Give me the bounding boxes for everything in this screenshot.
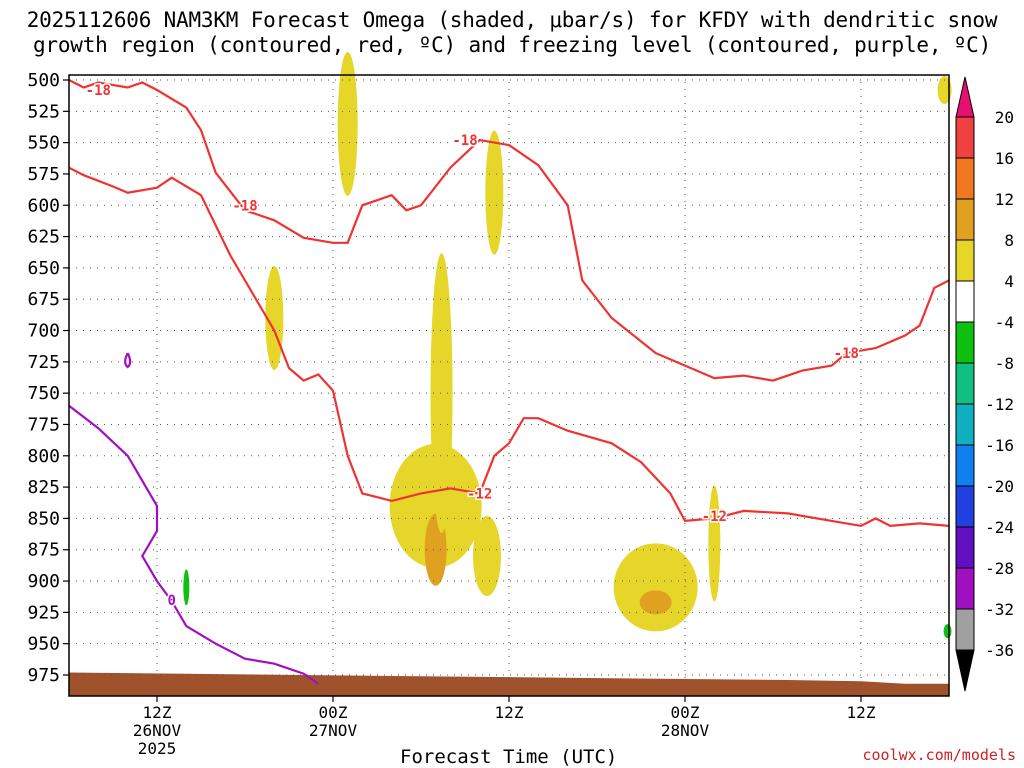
colorbar-swatch (955, 280, 975, 323)
contour-label: -12 (702, 509, 727, 525)
colorbar-label: 16 (995, 149, 1014, 168)
omega-blob (937, 76, 952, 105)
contour-lines: -18 -18 -18 -18 -12 -12 0 (68, 79, 950, 685)
colorbar-label: -28 (985, 559, 1014, 578)
freezing-level-loop (124, 352, 132, 369)
colorbar-top-arrow (955, 76, 975, 118)
y-tick-label: 875 (27, 540, 60, 561)
omega-blob (473, 516, 501, 596)
omega-blob (639, 590, 672, 615)
contour-label: -18 (834, 346, 859, 362)
freezing-level-0C (68, 404, 319, 685)
y-tick-label: 850 (27, 508, 60, 529)
contour-label: -18 (232, 198, 257, 214)
colorbar-label: 12 (995, 190, 1014, 209)
x-tick-label: 12Z (143, 703, 172, 722)
y-tick-label: 700 (27, 321, 60, 342)
colorbar-label: -32 (985, 600, 1014, 619)
colorbar-swatch (955, 321, 975, 364)
y-tick-label: 550 (27, 133, 60, 154)
x-tick-label: 28NOV (661, 721, 710, 740)
y-tick-label: 600 (27, 195, 60, 216)
colorbar-swatch (955, 485, 975, 528)
dgz-top-minus18 (68, 79, 950, 382)
colorbar-label: -36 (985, 641, 1014, 660)
omega-blob (485, 130, 504, 255)
colorbar-label: -12 (985, 395, 1014, 414)
y-tick-label: 650 (27, 258, 60, 279)
chart-grid (69, 75, 949, 696)
colorbar-label: -4 (995, 313, 1014, 332)
omega-blob (430, 253, 453, 534)
y-tick-label: 750 (27, 383, 60, 404)
contour-label: -18 (452, 133, 477, 149)
pressure-axis: 500 525 550 575 600 625 650 675 700 725 750 775 800 8… (27, 70, 69, 686)
omega-blob (943, 624, 952, 639)
y-tick-label: 950 (27, 634, 60, 655)
dgz-top-minus18-lower (68, 166, 950, 528)
credit-link[interactable]: coolwx.com/models (862, 746, 1016, 764)
colorbar-swatch (955, 116, 975, 159)
omega-shading (183, 51, 952, 639)
colorbar-label: 4 (1004, 272, 1014, 291)
colorbar: 20 16 12 8 4 -4 -8 -12 -16 -20 -24 -28 -32 -36 (955, 76, 1014, 692)
y-tick-label: 900 (27, 571, 60, 592)
colorbar-bottom-arrow (955, 649, 975, 692)
colorbar-swatch (955, 157, 975, 200)
x-tick-label: 2025 (138, 739, 177, 758)
x-tick-label: 00Z (319, 703, 348, 722)
x-tick-label: 27NOV (309, 721, 358, 740)
chart-title-line-2: growth region (contoured, red, ºC) and f… (32, 33, 992, 57)
colorbar-swatch (955, 403, 975, 446)
x-tick-label: 26NOV (133, 721, 182, 740)
colorbar-swatch (955, 362, 975, 405)
colorbar-label: 8 (1004, 231, 1014, 250)
contour-label: -18 (86, 83, 111, 99)
omega-blob (337, 51, 358, 196)
y-tick-label: 525 (27, 101, 60, 122)
chart-title-line-1: 2025112606 NAM3KM Forecast Omega (shaded… (26, 8, 998, 32)
omega-blob (183, 569, 190, 606)
y-tick-label: 725 (27, 352, 60, 373)
omega-blob (613, 543, 698, 632)
colorbar-label: -24 (985, 518, 1014, 537)
contour-label: -12 (467, 486, 492, 502)
y-tick-label: 925 (27, 602, 60, 623)
colorbar-swatch (955, 444, 975, 487)
y-tick-label: 800 (27, 446, 60, 467)
y-tick-label: 775 (27, 414, 60, 435)
x-tick-label: 12Z (495, 703, 524, 722)
x-axis-title: Forecast Time (UTC) (400, 746, 618, 768)
colorbar-label: -16 (985, 436, 1014, 455)
y-tick-label: 500 (27, 70, 60, 91)
plot-frame (68, 74, 950, 697)
colorbar-swatch (955, 567, 975, 610)
colorbar-swatch (955, 608, 975, 651)
y-tick-label: 625 (27, 227, 60, 248)
y-tick-label: 825 (27, 477, 60, 498)
y-tick-label: 575 (27, 164, 60, 185)
colorbar-label: 20 (995, 108, 1014, 127)
x-tick-label: 00Z (671, 703, 700, 722)
omega-blob (708, 485, 721, 602)
colorbar-label: -20 (985, 477, 1014, 496)
colorbar-swatch (955, 239, 975, 282)
contour-label: 0 (167, 593, 175, 609)
colorbar-label: -8 (995, 354, 1014, 373)
colorbar-swatch (955, 198, 975, 241)
y-tick-label: 675 (27, 289, 60, 310)
y-tick-label: 975 (27, 665, 60, 686)
colorbar-swatch (955, 526, 975, 569)
x-tick-label: 12Z (847, 703, 876, 722)
